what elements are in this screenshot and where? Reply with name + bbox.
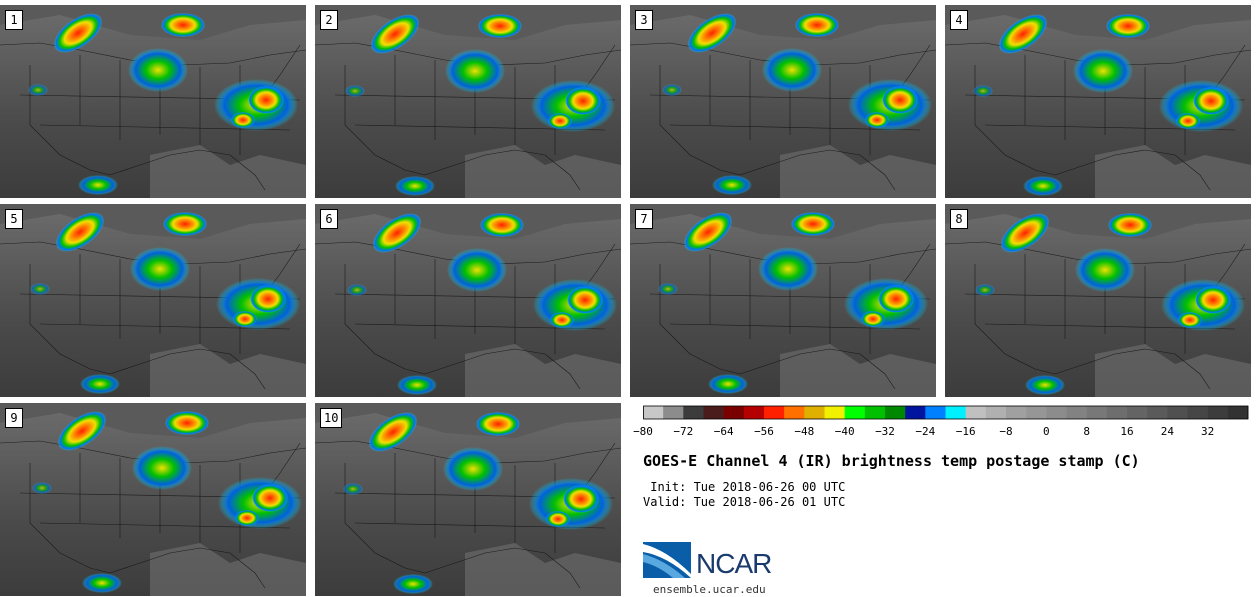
colorbar-tick-label: −56 [754, 425, 774, 438]
colorbar-segment [1127, 406, 1148, 419]
satellite-map [0, 403, 306, 596]
colorbar-segment [1207, 406, 1229, 419]
colorbar-segment [985, 406, 1007, 419]
colorbar-segment [663, 406, 684, 419]
satellite-map [315, 204, 621, 397]
colorbar-segment [1046, 406, 1067, 419]
satellite-map [315, 403, 621, 596]
forecast-panel-9: 9 [0, 403, 306, 596]
colorbar-segment [723, 406, 745, 419]
colorbar-segment [1227, 406, 1249, 419]
colorbar-segment [945, 406, 966, 419]
panel-number: 3 [635, 10, 653, 30]
colorbar-tick-label: −24 [915, 425, 936, 438]
colorbar-segment [804, 406, 825, 419]
colorbar-segment [703, 406, 724, 419]
satellite-map [630, 5, 936, 198]
figure-title: GOES-E Channel 4 (IR) brightness temp po… [643, 452, 1140, 470]
ncar-logo-icon [643, 542, 691, 578]
colorbar-tick-label: −64 [713, 425, 734, 438]
valid-time: Valid: Tue 2018-06-26 01 UTC [643, 495, 846, 509]
colorbar-segment [864, 406, 886, 419]
colorbar-tick-label: −32 [875, 425, 895, 438]
colorbar-tick-label: −16 [955, 425, 976, 438]
colorbar-segment [1066, 406, 1087, 419]
satellite-map [630, 204, 936, 397]
init-time: Init: Tue 2018-06-26 00 UTC [643, 480, 846, 494]
forecast-panel-8: 8 [945, 204, 1251, 397]
panel-number: 5 [5, 209, 23, 229]
satellite-map [945, 5, 1251, 198]
colorbar-tick-label: −8 [999, 425, 1013, 438]
colorbar-segment [1167, 406, 1188, 419]
colorbar-segment [1006, 406, 1027, 419]
colorbar-segment [764, 406, 785, 419]
forecast-panel-10: 10 [315, 403, 621, 596]
panel-number: 7 [635, 209, 653, 229]
colorbar-tick-label: 16 [1120, 425, 1134, 438]
colorbar-tick-label: 24 [1160, 425, 1174, 438]
colorbar-tick-label: −48 [794, 425, 815, 438]
colorbar-segment [1187, 406, 1208, 419]
satellite-map [0, 204, 306, 397]
forecast-panel-7: 7 [630, 204, 936, 397]
forecast-panel-4: 4 [945, 5, 1251, 198]
panel-number: 6 [320, 209, 338, 229]
colorbar-tick-label: 0 [1043, 425, 1050, 438]
colorbar-tick-labels: −80 −72 −64 −56 −48 −40 −32 −24 −16 −8 0 8 16 24 32 [633, 425, 1253, 439]
colorbar-tick-label: −40 [834, 425, 855, 438]
colorbar-tick-label: 32 [1201, 425, 1215, 438]
forecast-panel-2: 2 [315, 5, 621, 198]
colorbar-segment [643, 406, 664, 419]
panel-number: 8 [950, 209, 968, 229]
panel-number: 10 [320, 408, 343, 428]
colorbar-segment [885, 406, 906, 419]
satellite-map [0, 5, 306, 198]
colorbar-segment [925, 406, 946, 419]
colorbar-segment [1026, 406, 1047, 419]
colorbar [643, 405, 1249, 420]
colorbar-tick-label: 8 [1083, 425, 1090, 438]
satellite-map [945, 204, 1251, 397]
colorbar-segment [784, 406, 805, 419]
panel-number: 4 [950, 10, 968, 30]
panel-number: 9 [5, 408, 23, 428]
colorbar-tick-label: −72 [673, 425, 694, 438]
colorbar-segment [824, 406, 845, 419]
panel-number: 2 [320, 10, 338, 30]
satellite-map [315, 5, 621, 198]
forecast-panel-3: 3 [630, 5, 936, 198]
colorbar-segment [1086, 406, 1108, 419]
colorbar-border [643, 405, 1249, 420]
colorbar-segment [1147, 406, 1168, 419]
colorbar-segment [743, 406, 765, 419]
colorbar-segment [844, 406, 866, 419]
colorbar-segment [1106, 406, 1128, 419]
ncar-logo-text: NCAR [696, 548, 772, 579]
forecast-panel-5: 5 [0, 204, 306, 397]
colorbar-segment [965, 406, 987, 419]
forecast-panel-1: 1 [0, 5, 306, 198]
website-url: ensemble.ucar.edu [653, 583, 766, 596]
panel-number: 1 [5, 10, 23, 30]
colorbar-segment [683, 406, 704, 419]
colorbar-segment [905, 406, 926, 419]
forecast-panel-6: 6 [315, 204, 621, 397]
colorbar-tick-label: −80 [633, 425, 653, 438]
